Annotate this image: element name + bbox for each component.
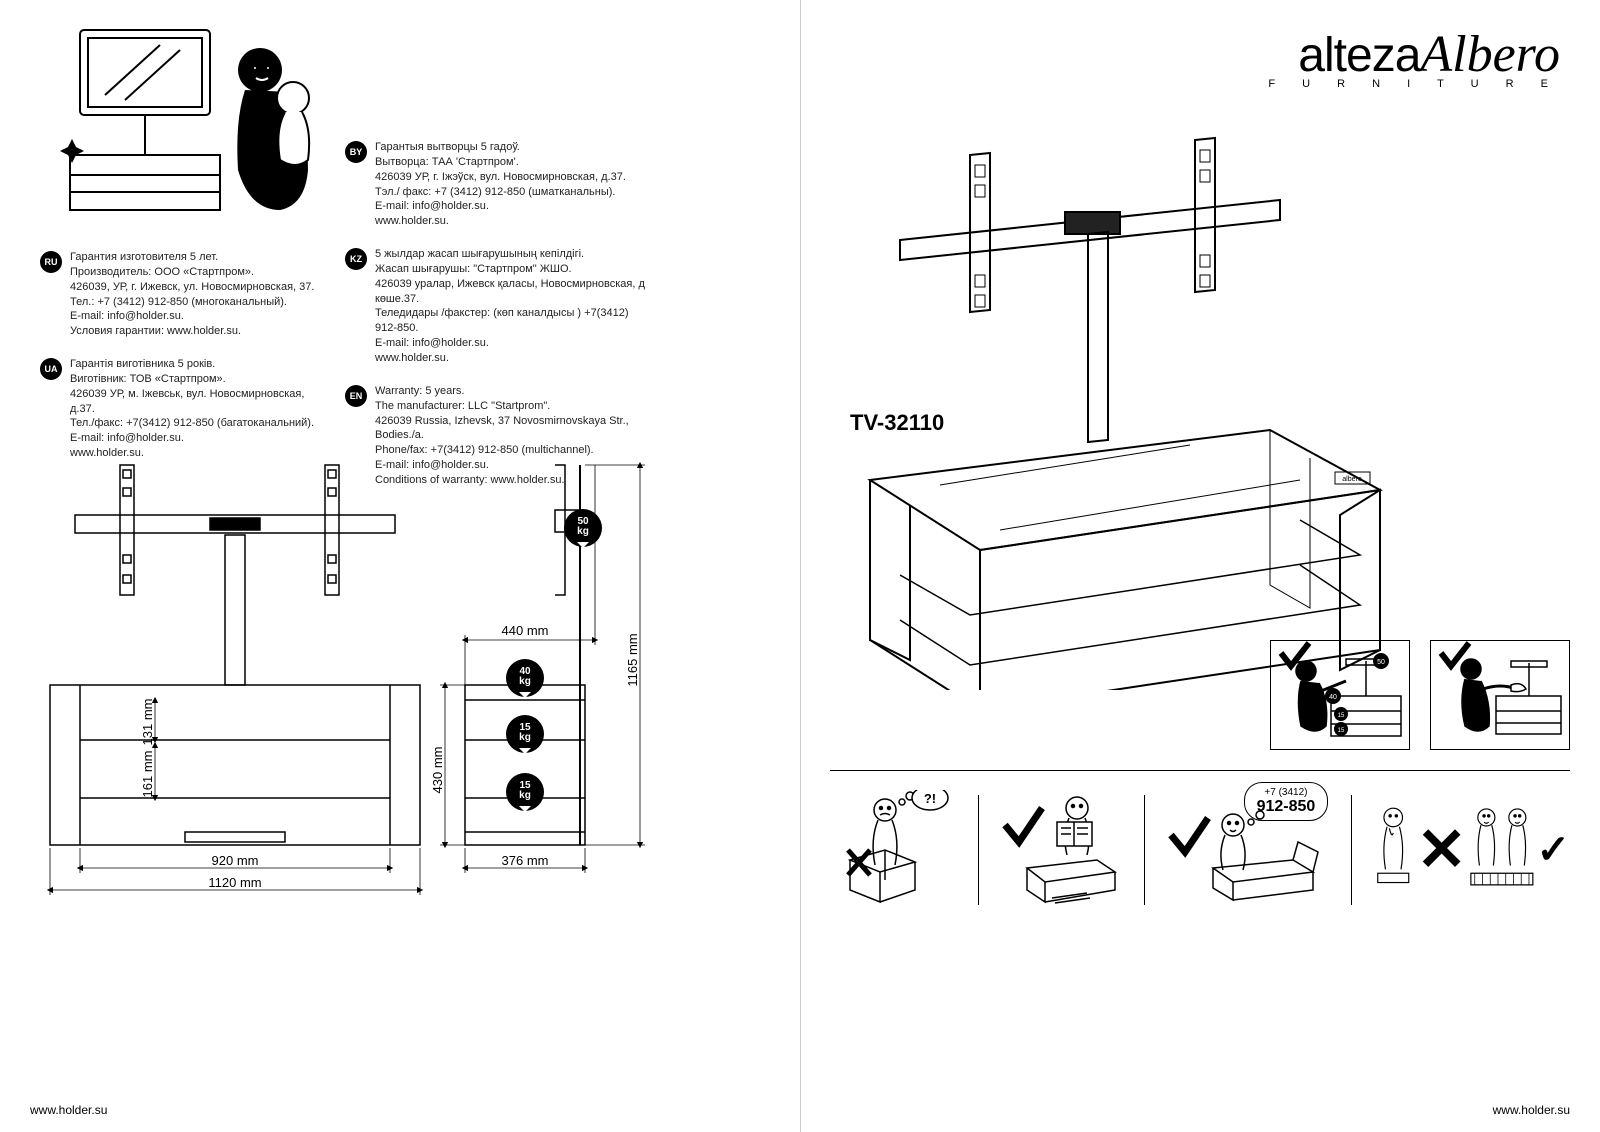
weight-badge-tv: 50 kg [564, 509, 602, 548]
dim-376: 376 mm [502, 853, 549, 868]
warranty-by: BY Гарантыя вытворцы 5 гадоў. Вытворца: … [345, 140, 645, 229]
phone-number: 912-850 [1257, 798, 1316, 816]
usage-confused-wrong: ?! [830, 790, 960, 910]
lang-badge-ua: UA [40, 358, 62, 380]
weight-badge-top: 40 kg [506, 659, 544, 698]
svg-text:kg: kg [519, 732, 531, 743]
logo-sub: F U R N I T U R E [1268, 78, 1560, 90]
x-mark-icon: ✕ [1416, 815, 1466, 885]
warranty-ua: UA Гарантія виготівника 5 років. Виготів… [40, 357, 330, 461]
logo-main: alteza [1298, 29, 1420, 82]
svg-text:kg: kg [519, 790, 531, 801]
warranty-text-ua: Гарантія виготівника 5 років. Виготівник… [70, 357, 330, 461]
weight-badge-mid: 15 kg [506, 715, 544, 754]
one-person-icon [1370, 790, 1416, 910]
warranty-kz: KZ 5 жылдар жасап шығарушының кепілдігі.… [345, 247, 645, 366]
check-mark-icon: ✓ [1536, 827, 1570, 873]
phone-prefix: +7 (3412) [1257, 787, 1316, 798]
svg-text:40: 40 [1329, 694, 1337, 701]
product-model: TV-32110 [850, 410, 944, 436]
warranty-text-kz: 5 жылдар жасап шығарушының кепілдігі. Жа… [375, 247, 645, 366]
dim-131: 131 mm [140, 699, 155, 746]
lang-badge-en: EN [345, 385, 367, 407]
usage-row-assembly: ?! [830, 790, 1570, 910]
logo: altezaAlbero F U R N I T U R E [1268, 25, 1560, 90]
warranty-column-2: BY Гарантыя вытворцы 5 гадоў. Вытворца: … [345, 140, 645, 506]
usage-call-support: +7 (3412) 912-850 [1163, 790, 1333, 910]
svg-text:albero: albero [1342, 476, 1362, 483]
lang-badge-ru: RU [40, 251, 62, 273]
vdivider-2 [1144, 795, 1145, 905]
svg-text:kg: kg [577, 526, 589, 537]
logo-script: Albero [1420, 26, 1560, 83]
dim-1120: 1120 mm [208, 875, 261, 890]
usage-row-weights: 40 50 15 15 [1270, 640, 1570, 750]
separator-line [830, 770, 1570, 771]
dim-161: 161 mm [140, 751, 155, 798]
svg-text:kg: kg [519, 676, 531, 687]
footer-url-right: www.holder.su [1493, 1103, 1570, 1117]
lang-badge-by: BY [345, 141, 367, 163]
usage-clean-ok [1430, 640, 1570, 750]
usage-weight-ok: 40 50 15 15 [1270, 640, 1410, 750]
vdivider-1 [978, 795, 979, 905]
warranty-text-ru: Гарантия изготовителя 5 лет. Производите… [70, 250, 314, 339]
dim-440: 440 mm [502, 623, 549, 638]
dim-920: 920 mm [212, 853, 259, 868]
warranty-ru: RU Гарантия изготовителя 5 лет. Производ… [40, 250, 330, 339]
technical-drawing: 1120 mm 920 mm 376 mm 440 mm 1165 mm 430… [25, 460, 665, 910]
warranty-column-1: RU Гарантия изготовителя 5 лет. Производ… [40, 250, 330, 479]
svg-text:50: 50 [1377, 659, 1385, 666]
usage-two-people: ✕ [1370, 790, 1570, 910]
dim-1165: 1165 mm [625, 633, 640, 686]
vdivider-3 [1351, 795, 1352, 905]
svg-text:15: 15 [1338, 728, 1345, 734]
svg-text:15: 15 [1338, 713, 1345, 719]
two-person-icon [1467, 790, 1537, 910]
footer-url-left: www.holder.su [30, 1103, 107, 1117]
intro-illustration [50, 20, 330, 230]
dim-430: 430 mm [430, 747, 445, 794]
lang-badge-kz: KZ [345, 248, 367, 270]
usage-read-manual [997, 790, 1127, 910]
warranty-text-by: Гарантыя вытворцы 5 гадоў. Вытворца: ТАА… [375, 140, 626, 229]
phone-bubble: +7 (3412) 912-850 [1244, 782, 1329, 821]
confusion-text: ?! [924, 791, 936, 806]
weight-badge-bot: 15 kg [506, 773, 544, 812]
